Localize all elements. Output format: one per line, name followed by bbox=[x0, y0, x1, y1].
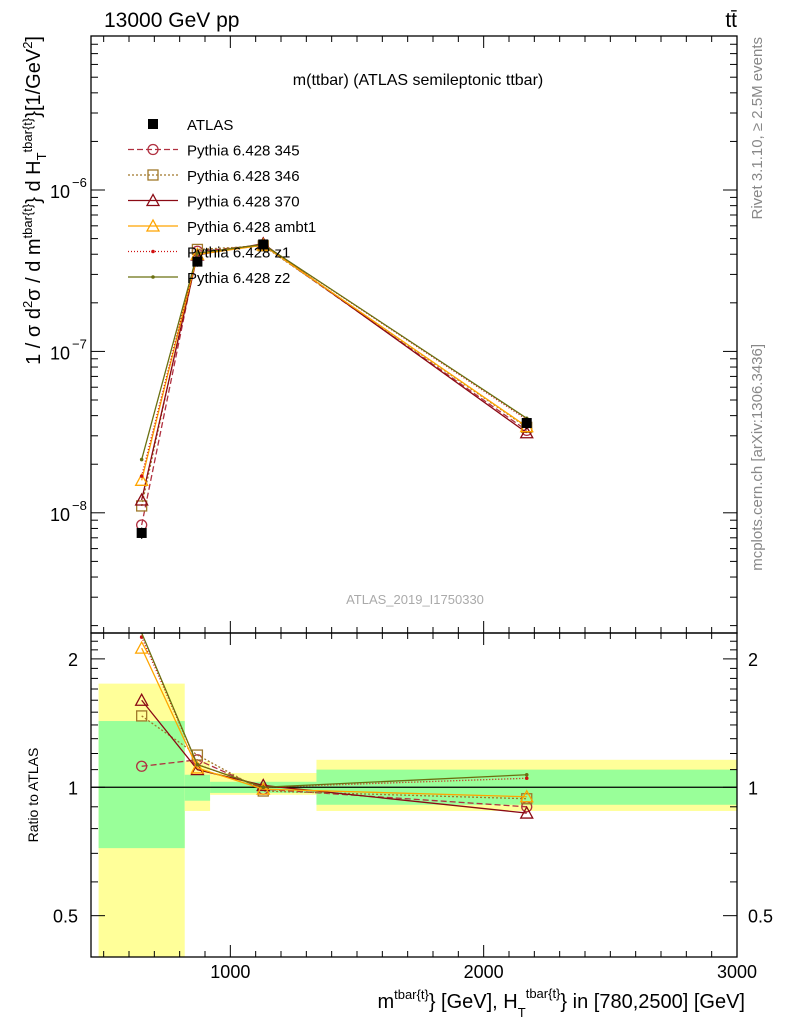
data-point bbox=[136, 527, 147, 538]
series-point-ratio bbox=[519, 789, 534, 803]
data-point bbox=[521, 418, 532, 429]
x-tick-label: 2000 bbox=[464, 962, 504, 982]
legend-marker bbox=[151, 249, 155, 254]
series-line-ratio bbox=[141, 715, 527, 800]
legend-item-4: Pythia 6.428 z1 bbox=[128, 245, 290, 262]
series-point-main bbox=[139, 457, 144, 462]
legend-marker bbox=[151, 275, 155, 279]
legend-label: Pythia 6.428 z2 bbox=[187, 270, 290, 287]
series-0 bbox=[136, 239, 533, 813]
series-point-ratio bbox=[524, 772, 529, 777]
rivet-version-label: Rivet 3.1.10, ≥ 2.5M events bbox=[749, 37, 766, 220]
legend: ATLAS Pythia 6.428 345 Pythia 6.428 346 Pyt… bbox=[128, 117, 316, 287]
series-1 bbox=[136, 240, 533, 805]
legend-label: Pythia 6.428 z1 bbox=[187, 245, 290, 262]
legend-label: Pythia 6.428 370 bbox=[187, 194, 300, 211]
y-tick-exponent: −8 bbox=[72, 498, 87, 513]
series-point-ratio bbox=[519, 805, 534, 819]
series-point-ratio bbox=[256, 778, 271, 792]
legend-marker bbox=[145, 218, 161, 232]
series-line-main bbox=[141, 244, 528, 526]
ratio-tick-label-left: 0.5 bbox=[53, 907, 78, 927]
series-line-main bbox=[141, 243, 528, 460]
plot-title: m(ttbar) (ATLAS semileptonic ttbar) bbox=[293, 72, 543, 89]
series-point-main bbox=[519, 425, 534, 439]
series-5 bbox=[139, 242, 529, 790]
uncertainty-band-inner bbox=[98, 721, 185, 849]
series-point-ratio bbox=[136, 760, 148, 772]
ratio-plot-frame bbox=[90, 632, 738, 958]
legend-marker bbox=[147, 169, 159, 181]
series-3 bbox=[134, 237, 534, 803]
x-tick-label: 1000 bbox=[210, 962, 250, 982]
series-point-ratio bbox=[134, 692, 149, 706]
series-line-ratio bbox=[141, 632, 527, 788]
legend-item-data: ATLAS bbox=[148, 117, 233, 134]
series-point-ratio bbox=[195, 762, 200, 767]
series-point-ratio bbox=[256, 781, 271, 795]
series-point-ratio bbox=[261, 785, 266, 790]
series-point-ratio bbox=[191, 749, 204, 761]
y-tick-exponent: −6 bbox=[72, 175, 87, 190]
ratio-tick-label-left: 2 bbox=[68, 650, 78, 670]
series-point-ratio bbox=[524, 776, 529, 781]
series-point-main bbox=[134, 492, 149, 506]
series-point-ratio bbox=[136, 710, 148, 722]
legend-item-3: Pythia 6.428 ambt1 bbox=[128, 218, 316, 236]
data-series bbox=[136, 239, 532, 539]
series-line-ratio bbox=[141, 759, 527, 808]
legend-item-5: Pythia 6.428 z2 bbox=[128, 270, 290, 287]
series-point-main bbox=[134, 472, 149, 486]
series-point-main bbox=[136, 500, 148, 512]
ratio-tick-label-right: 2 bbox=[748, 650, 758, 670]
header-right: tt̄ bbox=[725, 9, 737, 32]
legend-item-2: Pythia 6.428 370 bbox=[128, 193, 300, 211]
mcplots-label: mcplots.cern.ch [arXiv:1306.3436] bbox=[749, 344, 766, 571]
series-2 bbox=[134, 236, 534, 819]
legend-item-1: Pythia 6.428 346 bbox=[128, 168, 300, 185]
legend-marker bbox=[145, 193, 161, 207]
legend-marker bbox=[148, 119, 158, 129]
series-line-ratio bbox=[141, 647, 527, 798]
legend-label: Pythia 6.428 ambt1 bbox=[187, 219, 316, 236]
data-point bbox=[258, 239, 269, 250]
ratio-axis-label: Ratio to ATLAS bbox=[25, 748, 41, 843]
analysis-watermark: ATLAS_2019_I1750330 bbox=[346, 592, 484, 607]
legend-label: Pythia 6.428 345 bbox=[187, 143, 300, 160]
series-line-main bbox=[141, 244, 528, 481]
legend-marker bbox=[147, 143, 159, 156]
legend-label: Pythia 6.428 346 bbox=[187, 168, 300, 185]
x-tick-label: 3000 bbox=[717, 962, 757, 982]
y-tick-label: 10 bbox=[50, 505, 70, 525]
ratio-tick-label-left: 1 bbox=[68, 778, 78, 798]
data-point bbox=[192, 256, 203, 267]
series-point-main bbox=[195, 251, 200, 255]
series-4 bbox=[139, 242, 529, 790]
header-left: 13000 GeV pp bbox=[104, 9, 239, 32]
ratio-tick-label-right: 0.5 bbox=[748, 907, 773, 927]
y-axis-label: 1 / σ d2σ / d mtbar{t}} d HTtbar{t}}[1/G… bbox=[20, 36, 49, 365]
y-tick-exponent: −7 bbox=[72, 336, 87, 351]
series-line-ratio bbox=[141, 699, 527, 814]
series-point-ratio bbox=[134, 640, 149, 654]
series-point-ratio bbox=[190, 760, 205, 774]
series-point-main bbox=[139, 474, 144, 478]
x-axis-label: mtbar{t}} [GeV], HTtbar{t}} in [780,2500… bbox=[377, 986, 745, 1020]
legend-label: ATLAS bbox=[187, 117, 233, 134]
series-line-main bbox=[141, 243, 528, 477]
ratio-tick-label-right: 1 bbox=[748, 778, 758, 798]
legend-item-0: Pythia 6.428 345 bbox=[128, 143, 300, 160]
y-tick-label: 10 bbox=[50, 182, 70, 202]
y-tick-label: 10 bbox=[50, 343, 70, 363]
